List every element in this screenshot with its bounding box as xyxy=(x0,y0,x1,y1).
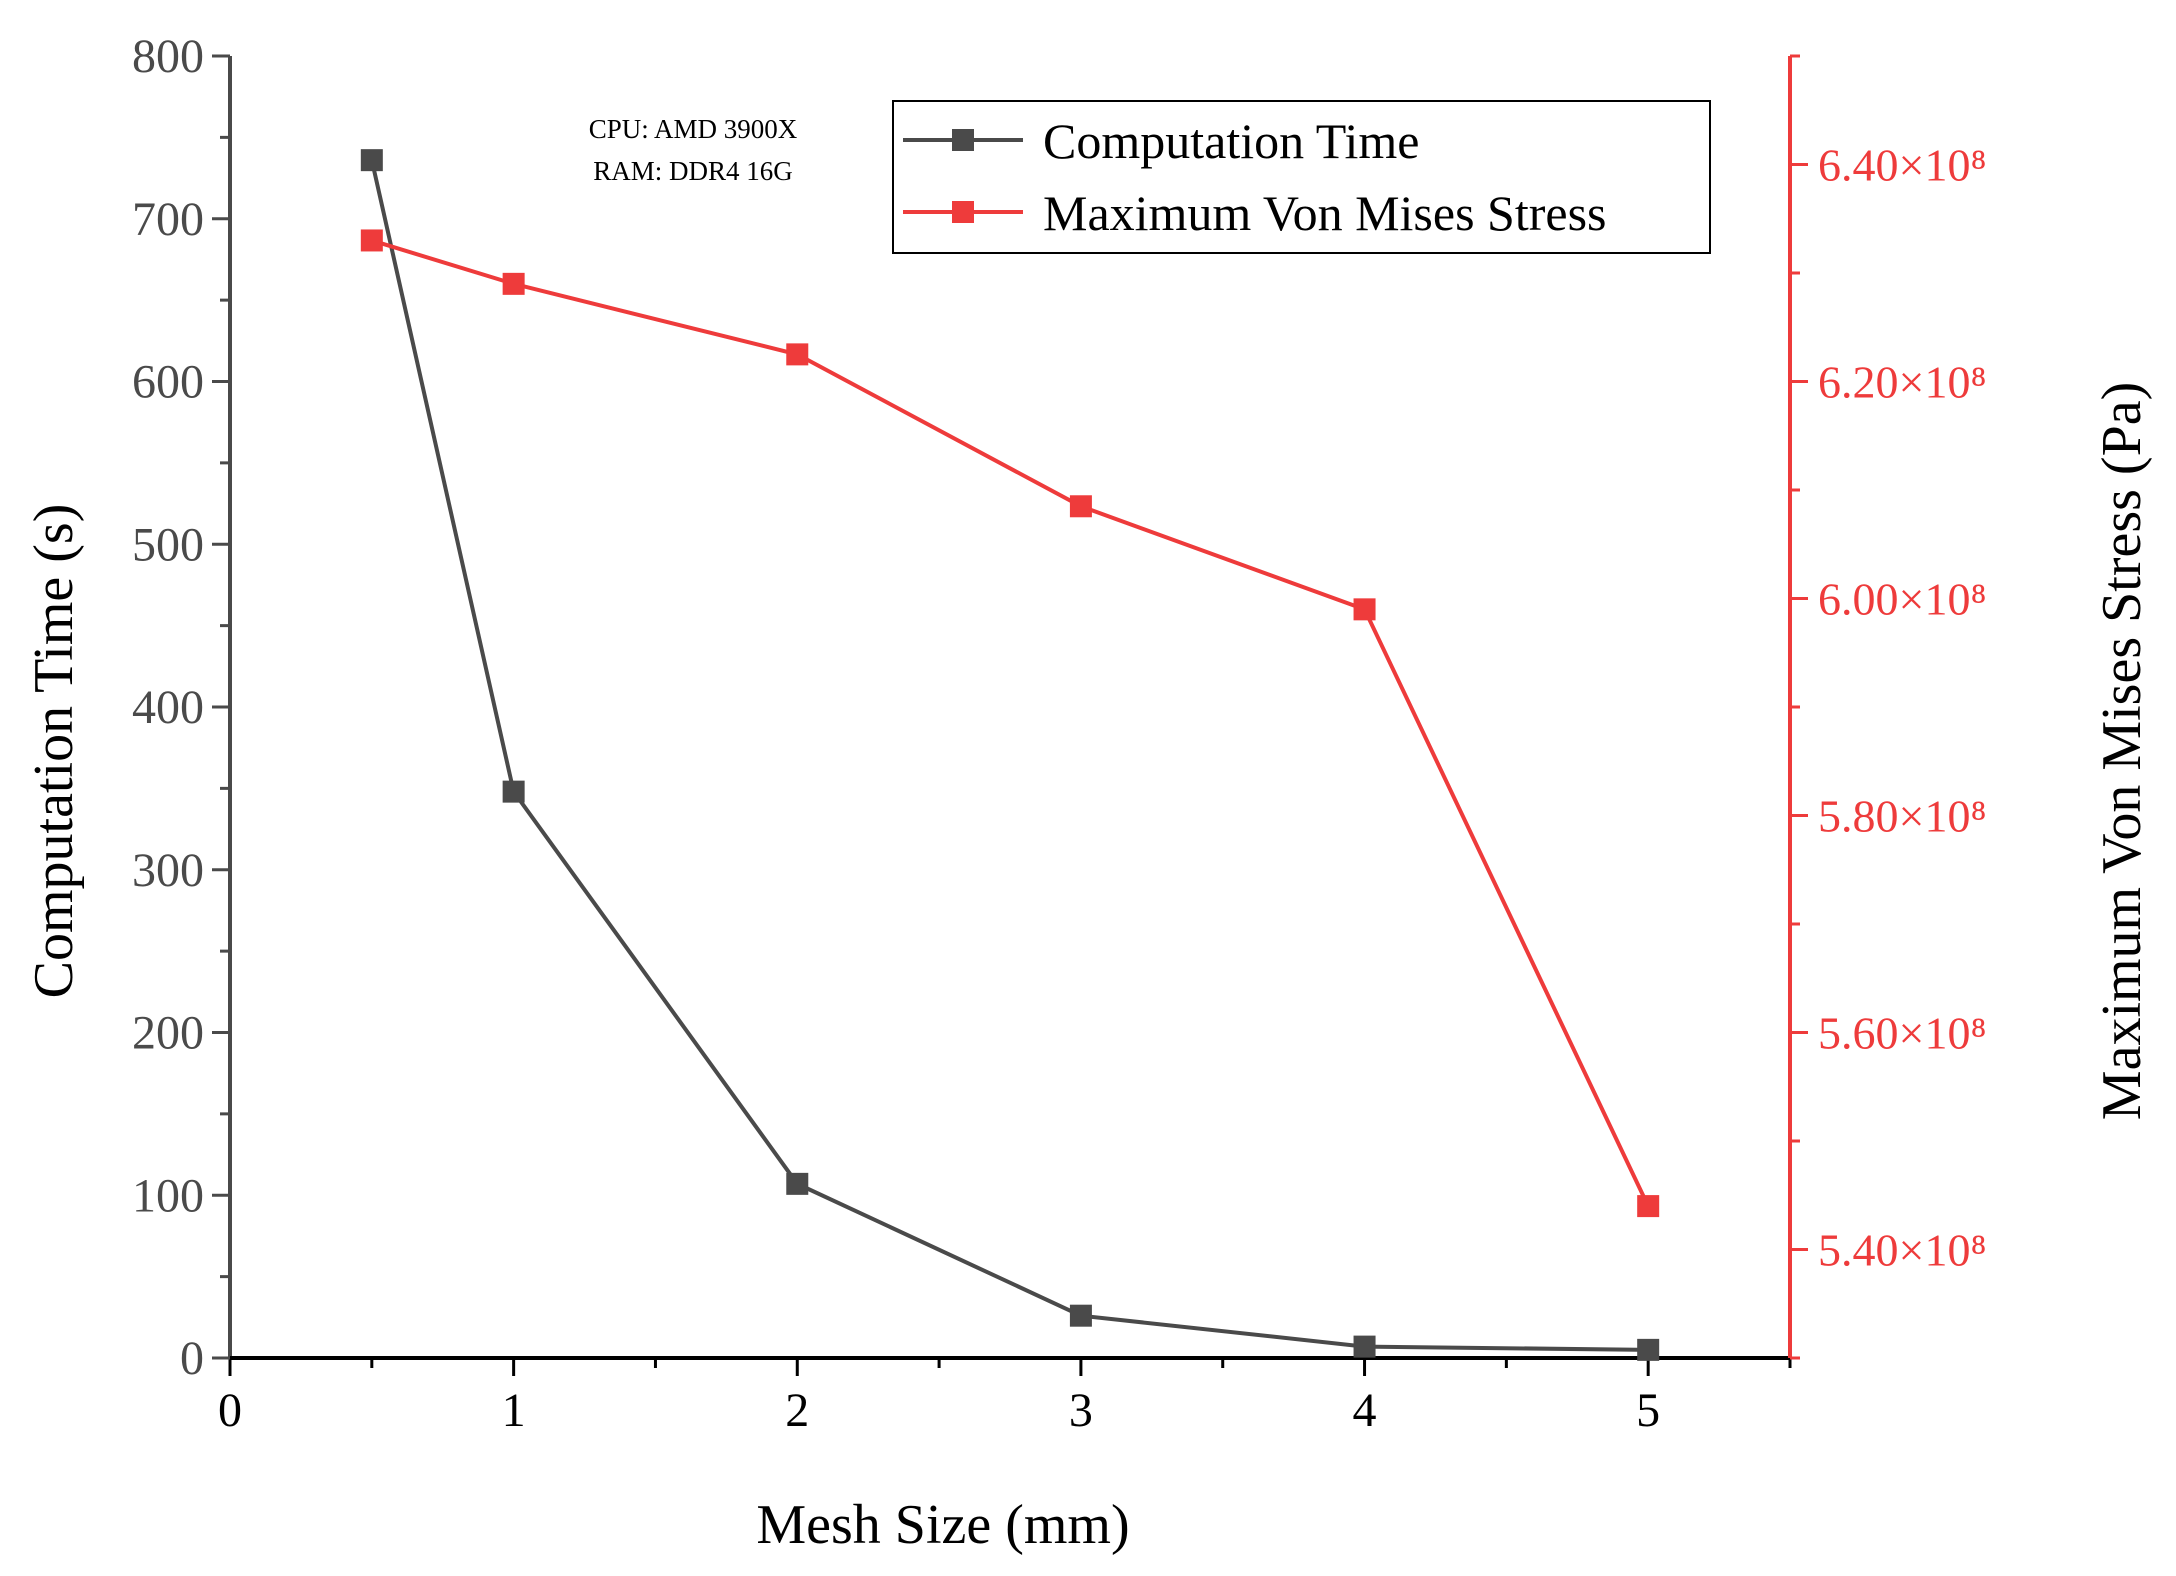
annotation-box: CPU: AMD 3900X RAM: DDR4 16G xyxy=(589,114,798,186)
y-left-tick-label: 800 xyxy=(132,30,204,83)
series-line-max-stress xyxy=(371,238,1650,1207)
y-axis-left-title: Computation Time (s) xyxy=(23,504,85,999)
y-left-tick-label: 0 xyxy=(180,1332,204,1385)
data-point-max-stress xyxy=(786,343,809,366)
data-point-computation-time xyxy=(786,1172,809,1195)
y-axis-right-title: Maximum Von Mises Stress (Pa) xyxy=(2091,382,2153,1120)
x-tick-label: 3 xyxy=(1069,1384,1093,1437)
series-layer xyxy=(360,149,1660,1361)
data-point-max-stress xyxy=(502,272,525,295)
y-left-tick-label: 700 xyxy=(132,193,204,246)
x-tick-label: 4 xyxy=(1353,1384,1377,1437)
y-right-tick-label: 5.40×10⁸ xyxy=(1818,1225,1986,1276)
data-point-max-stress xyxy=(360,229,383,252)
data-point-computation-time xyxy=(360,149,383,172)
y-right-tick-label: 5.60×10⁸ xyxy=(1818,1008,1986,1059)
y-right-tick-label: 6.00×10⁸ xyxy=(1818,574,1986,625)
axes: 0 1 2 3 4 5 0 100 200 300 400 500 600 700 800 5.40×10⁸ 5… xyxy=(132,30,1986,1437)
data-point-max-stress xyxy=(1353,598,1376,621)
y-right-tick-label: 5.80×10⁸ xyxy=(1818,791,1986,842)
data-point-max-stress xyxy=(1069,495,1092,518)
y-left-tick-label: 600 xyxy=(132,356,204,409)
legend-label-max-stress: Maximum Von Mises Stress xyxy=(1043,185,1607,241)
data-point-computation-time xyxy=(502,780,525,803)
x-tick-label: 1 xyxy=(502,1384,526,1437)
x-axis-title: Mesh Size (mm) xyxy=(756,1494,1129,1556)
legend-label-computation-time: Computation Time xyxy=(1043,113,1419,169)
y-right-tick-label: 6.20×10⁸ xyxy=(1818,357,1986,408)
legend-marker-computation-time xyxy=(952,129,974,151)
data-point-computation-time xyxy=(1637,1338,1660,1361)
y-right-tick-label: 6.40×10⁸ xyxy=(1818,140,1986,191)
y-left-tick-label: 200 xyxy=(132,1007,204,1060)
data-point-computation-time xyxy=(1069,1304,1092,1327)
x-tick-label: 0 xyxy=(218,1384,242,1437)
y-left-tick-label: 500 xyxy=(132,518,204,571)
y-left-tick-label: 100 xyxy=(132,1169,204,1222)
data-point-max-stress xyxy=(1637,1195,1660,1218)
x-tick-label: 2 xyxy=(785,1384,809,1437)
x-tick-label: 5 xyxy=(1636,1384,1660,1437)
legend-frame xyxy=(892,100,1711,254)
y-left-tick-label: 400 xyxy=(132,681,204,734)
series-line-computation-time xyxy=(369,159,1649,1352)
y-left-tick-label: 300 xyxy=(132,844,204,897)
data-point-computation-time xyxy=(1353,1335,1376,1358)
legend-marker-max-stress xyxy=(952,201,974,223)
annotation-cpu: CPU: AMD 3900X xyxy=(589,114,798,144)
annotation-ram: RAM: DDR4 16G xyxy=(593,156,793,186)
legend: Computation Time Maximum Von Mises Stres… xyxy=(892,100,1711,254)
